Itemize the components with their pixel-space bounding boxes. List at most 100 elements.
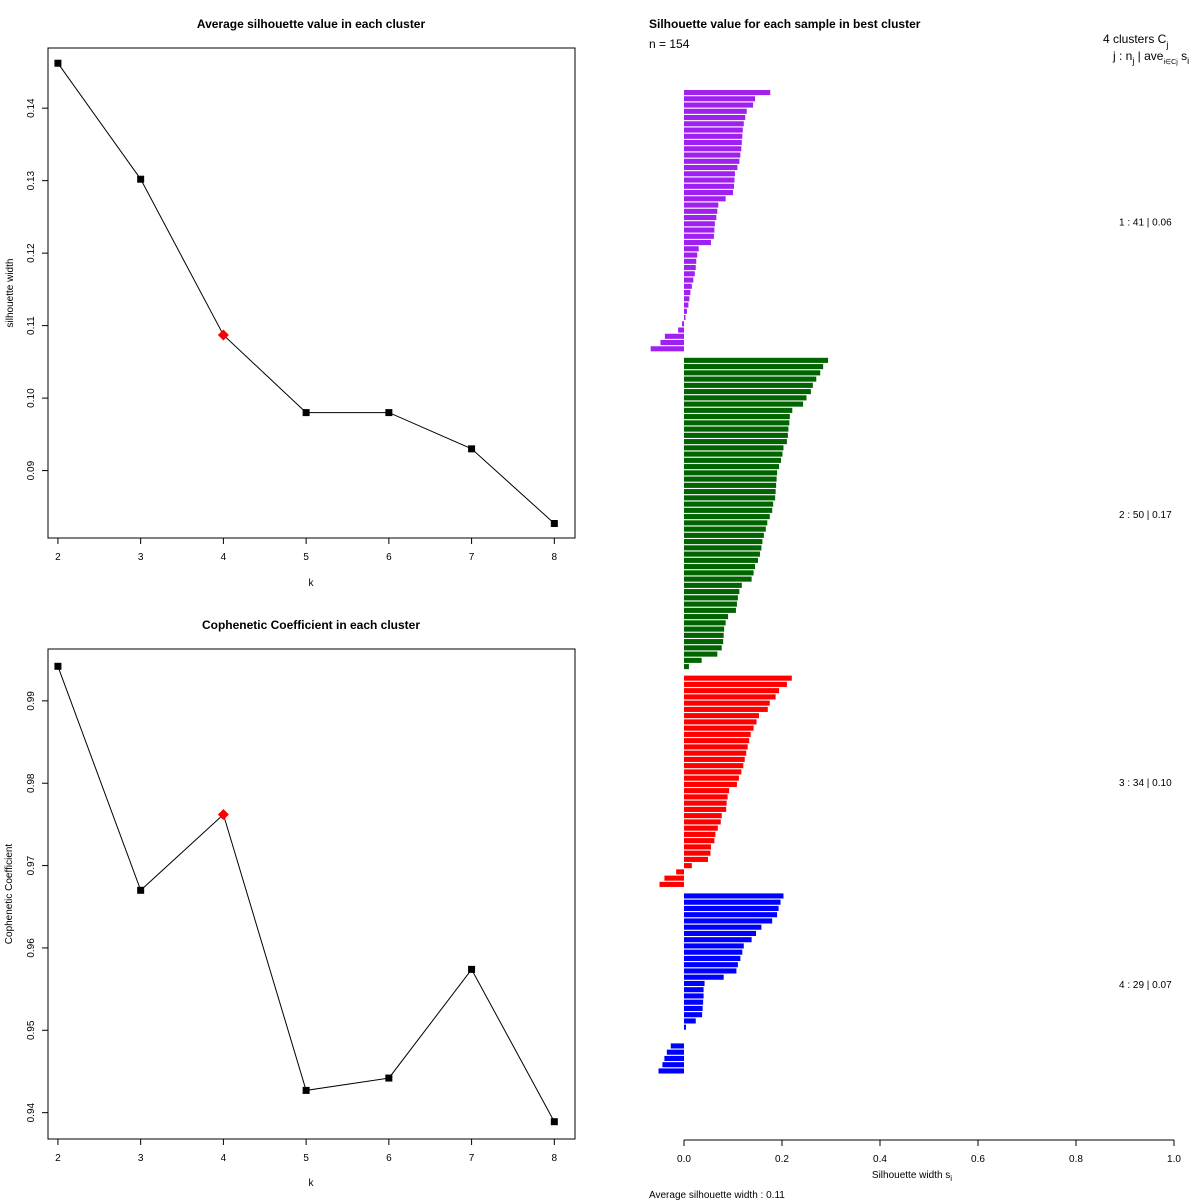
silhouette-bar-cluster-2 xyxy=(684,514,770,520)
chart3-xtick-label: 0.4 xyxy=(873,1154,887,1165)
chart1-marks xyxy=(54,59,558,528)
sample-count: n = 154 xyxy=(649,37,690,51)
silhouette-bar-cluster-3 xyxy=(676,869,684,875)
chart1-x-ticks: 2 3 4 5 6 7 8 xyxy=(55,538,558,563)
silhouette-bar-cluster-2 xyxy=(684,645,722,651)
chart2-title: Cophenetic Coefficient in each cluster xyxy=(202,618,420,632)
silhouette-bar-cluster-1 xyxy=(684,133,743,139)
silhouette-bar-cluster-3 xyxy=(684,788,730,794)
silhouette-bar-cluster-1 xyxy=(684,165,738,171)
silhouette-bar-cluster-2 xyxy=(684,376,817,382)
silhouette-bar-cluster-1 xyxy=(684,183,734,189)
silhouette-bar-cluster-4 xyxy=(684,1024,686,1030)
silhouette-bar-cluster-2 xyxy=(684,532,764,538)
silhouette-bar-cluster-2 xyxy=(684,370,821,376)
silhouette-bar-cluster-3 xyxy=(684,850,711,856)
chart2-ytick-label: 0.95 xyxy=(26,1020,37,1040)
silhouette-bar-cluster-3 xyxy=(684,700,770,706)
chart2-xtick-label: 2 xyxy=(55,1153,61,1164)
chart1-xtick-label: 8 xyxy=(552,552,558,563)
average-silhouette-width: Average silhouette width : 0.11 xyxy=(649,1190,785,1200)
silhouette-bar-cluster-4 xyxy=(684,893,784,899)
silhouette-bar-cluster-4 xyxy=(684,993,704,999)
chart3-xlabel-sub: i xyxy=(950,1174,952,1183)
silhouette-bar-cluster-3 xyxy=(684,800,727,806)
legend-header2-c: | ave xyxy=(1134,49,1163,63)
silhouette-bar-cluster-2 xyxy=(684,551,760,557)
legend-header2-f: i xyxy=(1187,56,1189,66)
silhouette-bar-cluster-3 xyxy=(684,806,727,812)
silhouette-bar-cluster-2 xyxy=(684,470,778,476)
chart1-ytick-label: 0.14 xyxy=(26,98,37,118)
silhouette-bar-cluster-4 xyxy=(684,918,773,924)
silhouette-bar-cluster-4 xyxy=(658,1068,684,1074)
silhouette-bar-cluster-1 xyxy=(684,258,697,264)
silhouette-bar-cluster-2 xyxy=(684,657,702,663)
silhouette-bar-cluster-1 xyxy=(684,215,717,221)
chart2-y-ticks: 0.94 0.95 0.96 0.97 0.98 0.99 xyxy=(26,691,48,1122)
silhouette-bar-cluster-2 xyxy=(684,620,726,626)
chart2-point xyxy=(468,965,476,973)
chart1-point xyxy=(137,175,145,183)
chart2-xtick-label: 6 xyxy=(386,1153,392,1164)
silhouette-bar-cluster-2 xyxy=(684,507,773,513)
silhouette-bars xyxy=(650,90,829,1074)
silhouette-bar-cluster-2 xyxy=(684,414,790,420)
chart3-xlabel: Silhouette width si xyxy=(872,1170,952,1183)
silhouette-bar-cluster-1 xyxy=(684,308,687,314)
chart1-y-ticks: 0.09 0.10 0.11 0.12 0.13 0.14 xyxy=(26,98,48,480)
silhouette-bar-cluster-2 xyxy=(684,526,766,532)
silhouette-bar-cluster-3 xyxy=(684,750,747,756)
silhouette-bar-cluster-2 xyxy=(684,382,813,388)
silhouette-bar-cluster-4 xyxy=(684,1012,703,1018)
silhouette-bar-cluster-4 xyxy=(684,949,743,955)
cluster-label-4: 4 : 29 | 0.07 xyxy=(1119,980,1172,991)
chart3-xtick-label: 0.0 xyxy=(677,1154,691,1165)
silhouette-bar-cluster-3 xyxy=(684,844,711,850)
legend-header2-d: i∈Cj xyxy=(1163,59,1178,66)
silhouette-bar-cluster-2 xyxy=(684,357,829,363)
silhouette-bar-cluster-1 xyxy=(678,327,684,333)
silhouette-bar-cluster-4 xyxy=(684,912,778,918)
silhouette-bar-cluster-1 xyxy=(684,190,733,196)
chart2-x-ticks: 2 3 4 5 6 7 8 xyxy=(55,1139,558,1164)
chart1-series-line xyxy=(57,62,555,524)
silhouette-bar-cluster-2 xyxy=(684,501,774,507)
silhouette-bar-cluster-1 xyxy=(684,171,735,177)
chart1-ytick-label: 0.11 xyxy=(26,316,37,335)
silhouette-bar-cluster-1 xyxy=(684,227,715,233)
silhouette-bar-cluster-3 xyxy=(684,763,744,769)
chart1-xtick-label: 7 xyxy=(469,552,475,563)
silhouette-bar-cluster-3 xyxy=(684,731,751,737)
silhouette-bar-cluster-4 xyxy=(684,999,704,1005)
silhouette-bar-cluster-2 xyxy=(684,439,787,445)
legend-header2-e: s xyxy=(1178,49,1187,63)
legend-header-text: 4 clusters C xyxy=(1103,32,1167,46)
silhouette-bar-chart: Silhouette value for each sample in best… xyxy=(649,17,1189,1200)
silhouette-bar-cluster-2 xyxy=(684,489,776,495)
silhouette-bar-cluster-2 xyxy=(684,495,776,501)
silhouette-bar-cluster-2 xyxy=(684,582,742,588)
chart1-ylabel: silhouette width xyxy=(5,259,16,328)
legend-header-sub: j xyxy=(1165,40,1168,50)
chart1-xtick-label: 3 xyxy=(138,552,144,563)
silhouette-bar-cluster-4 xyxy=(662,1062,684,1068)
silhouette-bar-cluster-2 xyxy=(684,570,754,576)
silhouette-bar-cluster-1 xyxy=(684,265,696,271)
silhouette-bar-cluster-4 xyxy=(684,968,737,974)
silhouette-bar-cluster-4 xyxy=(684,905,779,911)
silhouette-bar-cluster-3 xyxy=(684,744,748,750)
silhouette-bar-cluster-2 xyxy=(684,389,811,395)
silhouette-bar-cluster-1 xyxy=(650,346,684,352)
silhouette-bar-cluster-1 xyxy=(684,196,726,202)
silhouette-bar-cluster-1 xyxy=(684,108,747,114)
chart2-ytick-label: 0.94 xyxy=(26,1102,37,1122)
silhouette-bar-cluster-3 xyxy=(684,725,754,731)
legend-header-line1: 4 clusters Cj xyxy=(1103,32,1168,50)
cophenetic-line-chart: Cophenetic Coefficient in each cluster k… xyxy=(4,618,576,1189)
silhouette-bar-cluster-3 xyxy=(684,769,742,775)
silhouette-bar-cluster-1 xyxy=(684,121,744,127)
chart2-ytick-label: 0.97 xyxy=(26,855,37,875)
silhouette-bar-cluster-1 xyxy=(684,315,686,321)
